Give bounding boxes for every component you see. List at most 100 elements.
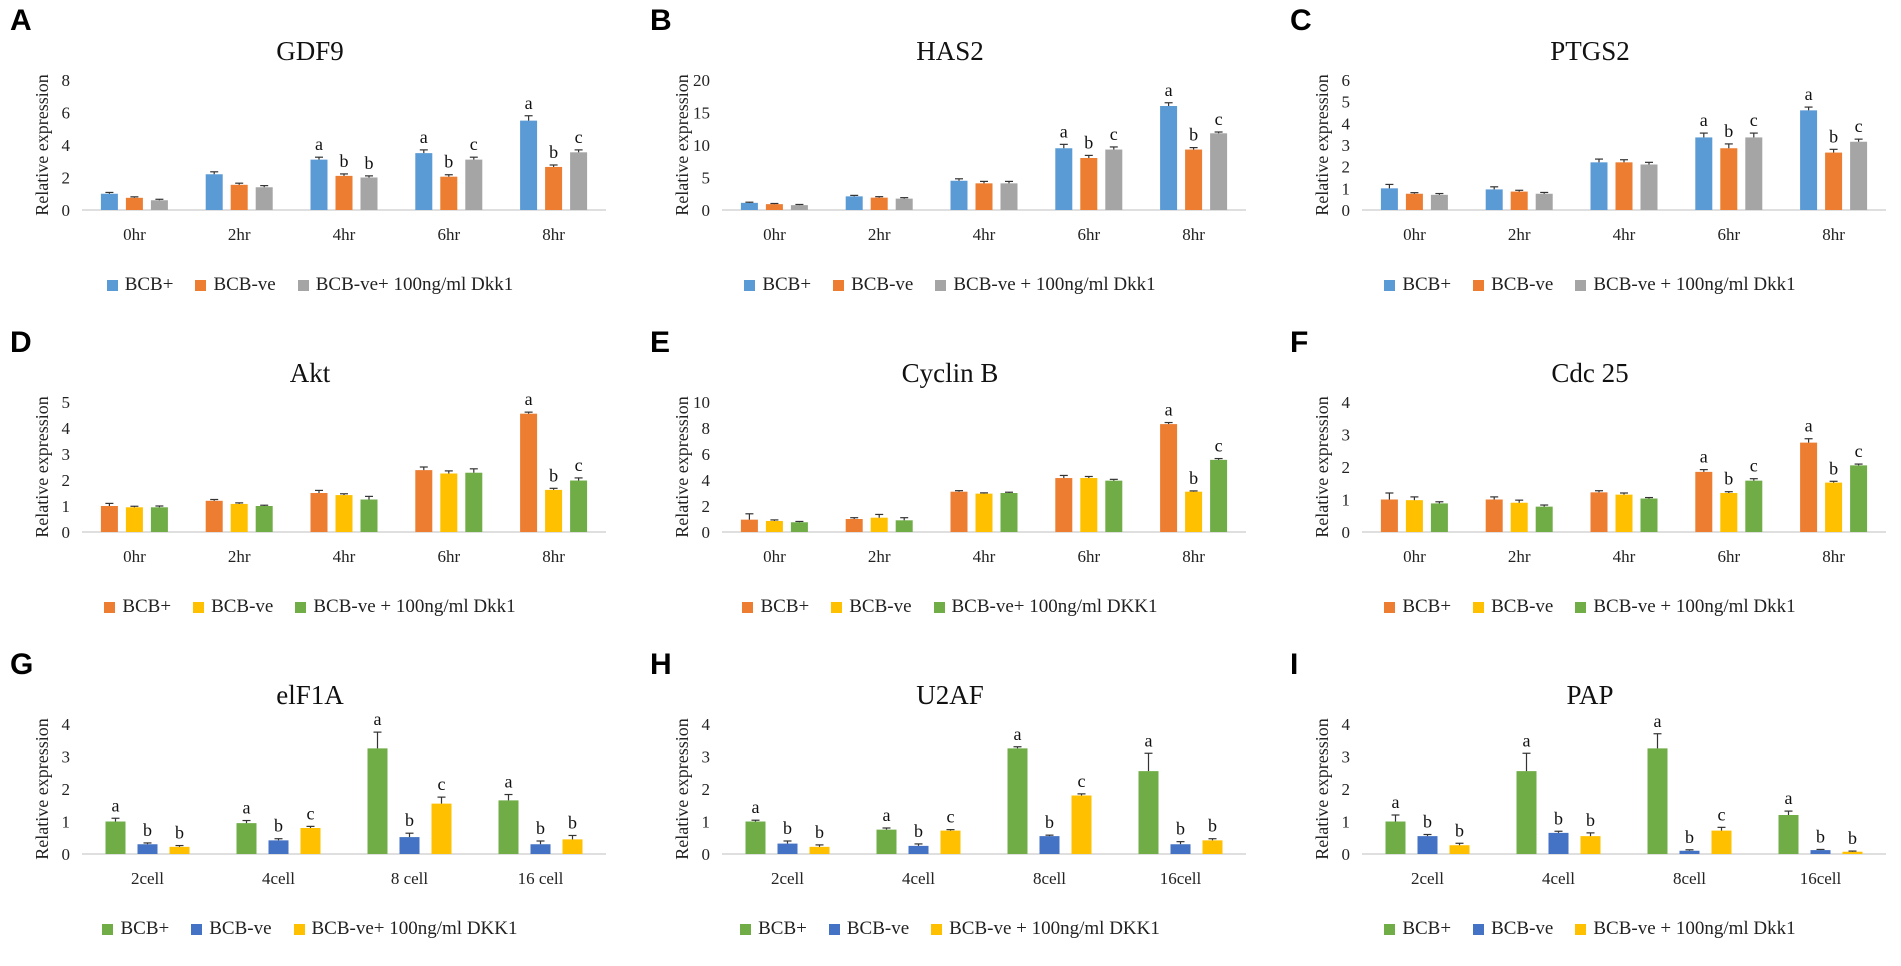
- chart-legend: BCB+ BCB-ve BCB-ve + 100ng/ml Dkk1: [1280, 274, 1900, 296]
- bar: [1695, 137, 1713, 210]
- bar: [1160, 106, 1178, 210]
- significance-letter: a: [1700, 447, 1708, 467]
- y-tick-label: 3: [1342, 136, 1351, 155]
- chart-legend: BCB+ BCB-ve BCB-ve+ 100ng/ml Dkk1: [0, 274, 620, 296]
- bar: [300, 828, 321, 854]
- chart-title: Cdc 25: [1551, 358, 1629, 388]
- bar: [520, 120, 538, 210]
- chart-plot: Relative expression 0 1 2 3 4 2cell a b b 4cell a b c…: [32, 709, 606, 888]
- legend-swatch: [1575, 601, 1587, 613]
- y-tick-label: 0: [62, 845, 71, 864]
- bar: [1842, 851, 1863, 854]
- panel-letter: H: [650, 648, 672, 681]
- legend-item: BCB-ve + 100ng/ml Dkk1: [295, 596, 516, 618]
- bar: [745, 821, 766, 854]
- bar: [790, 205, 808, 210]
- panel-b: B HAS2 Relative expression 0 5 10 15 20 0hr 2hr 4h…: [640, 0, 1260, 300]
- legend-swatch: [831, 601, 843, 613]
- x-tick-label: 4hr: [1613, 225, 1636, 244]
- legend-label: BCB-ve + 100ng/ml Dkk1: [1593, 596, 1796, 617]
- legend-item: BCB-ve: [1473, 596, 1553, 618]
- significance-letter: b: [1685, 827, 1694, 847]
- panel-f: F Cdc 25 Relative expression 0 1 2 3 4 0hr 2hr 4hr…: [1280, 322, 1900, 622]
- bar: [1430, 194, 1448, 210]
- legend-label: BCB+: [760, 596, 810, 617]
- x-tick-label: 4cell: [902, 869, 935, 888]
- y-tick-label: 6: [1342, 71, 1351, 90]
- legend-label: BCB-ve + 100ng/ml DKK1: [949, 918, 1160, 939]
- significance-letter: b: [1455, 820, 1464, 840]
- y-tick-label: 20: [693, 71, 710, 90]
- legend-swatch: [293, 923, 305, 935]
- y-axis-label: Relative expression: [32, 74, 52, 215]
- bar: [940, 830, 961, 854]
- y-tick-label: 4: [1342, 715, 1351, 734]
- panel-letter: D: [10, 326, 32, 359]
- y-tick-label: 1: [1342, 813, 1351, 832]
- bar: [1385, 821, 1406, 854]
- significance-letter: a: [374, 709, 382, 729]
- bar: [100, 193, 118, 210]
- y-tick-label: 4: [702, 715, 711, 734]
- x-tick-label: 6hr: [437, 547, 460, 566]
- significance-letter: b: [815, 822, 824, 842]
- bar: [1105, 149, 1123, 210]
- bar: [1185, 491, 1203, 532]
- bar: [809, 846, 830, 854]
- y-tick-label: 0: [702, 523, 711, 542]
- x-tick-label: 6hr: [1717, 225, 1740, 244]
- legend-swatch: [191, 923, 203, 935]
- y-tick-label: 5: [1342, 93, 1351, 112]
- y-axis-label: Relative expression: [32, 396, 52, 537]
- y-tick-label: 3: [702, 748, 711, 767]
- significance-letter: a: [525, 389, 533, 409]
- bar: [1720, 148, 1738, 210]
- bar: [545, 166, 563, 210]
- bar: [1825, 152, 1843, 210]
- chart-legend: BCB+ BCB-ve BCB-ve+ 100ng/ml DKK1: [640, 596, 1260, 618]
- y-tick-label: 4: [62, 419, 71, 438]
- bar: [1510, 191, 1528, 210]
- y-tick-label: 2: [702, 497, 711, 516]
- chart-title: U2AF: [916, 680, 984, 710]
- bar: [310, 493, 328, 532]
- y-tick-label: 2: [62, 471, 71, 490]
- bar: [431, 803, 452, 854]
- bar: [765, 204, 783, 210]
- significance-letter: c: [438, 774, 446, 794]
- legend-item: BCB+: [742, 596, 809, 618]
- panel-i: I PAP Relative expression 0 1 2 3 4 2cell a b b 4cel…: [1280, 644, 1900, 944]
- bar: [236, 823, 257, 854]
- x-tick-label: 8hr: [542, 225, 565, 244]
- panel-letter: F: [1290, 326, 1309, 359]
- legend-label: BCB-ve + 100ng/ml Dkk1: [1593, 918, 1796, 939]
- legend-swatch: [828, 923, 840, 935]
- legend-item: BCB-ve+ 100ng/ml Dkk1: [297, 274, 513, 296]
- bar: [1800, 110, 1818, 210]
- significance-letter: b: [549, 465, 558, 485]
- bar: [765, 520, 783, 532]
- chart-title: elF1A: [276, 680, 344, 710]
- y-axis-label: Relative expression: [672, 718, 692, 859]
- legend-item: BCB-ve: [195, 274, 276, 296]
- legend-label: BCB-ve + 100ng/ml Dkk1: [313, 596, 516, 617]
- x-tick-label: 0hr: [1403, 547, 1426, 566]
- bar: [1405, 193, 1423, 210]
- x-tick-label: 2cell: [131, 869, 164, 888]
- bar: [1105, 480, 1123, 532]
- bar: [950, 180, 968, 210]
- chart-legend: BCB+ BCB-ve BCB-ve + 100ng/ml Dkk1: [0, 596, 620, 618]
- y-tick-label: 1: [1342, 491, 1351, 510]
- y-tick-label: 3: [62, 445, 71, 464]
- y-tick-label: 2: [1342, 458, 1351, 477]
- bar: [1810, 850, 1831, 854]
- legend-label: BCB-ve: [211, 596, 274, 617]
- panel-a: A GDF9 Relative expression 0 2 4 6 8 0hr 2hr 4hr a b…: [0, 0, 620, 300]
- y-tick-label: 1: [702, 813, 711, 832]
- bar: [1000, 183, 1018, 210]
- bar: [1745, 480, 1763, 532]
- x-tick-label: 2hr: [1508, 547, 1531, 566]
- significance-letter: b: [365, 153, 374, 173]
- y-tick-label: 3: [1342, 426, 1351, 445]
